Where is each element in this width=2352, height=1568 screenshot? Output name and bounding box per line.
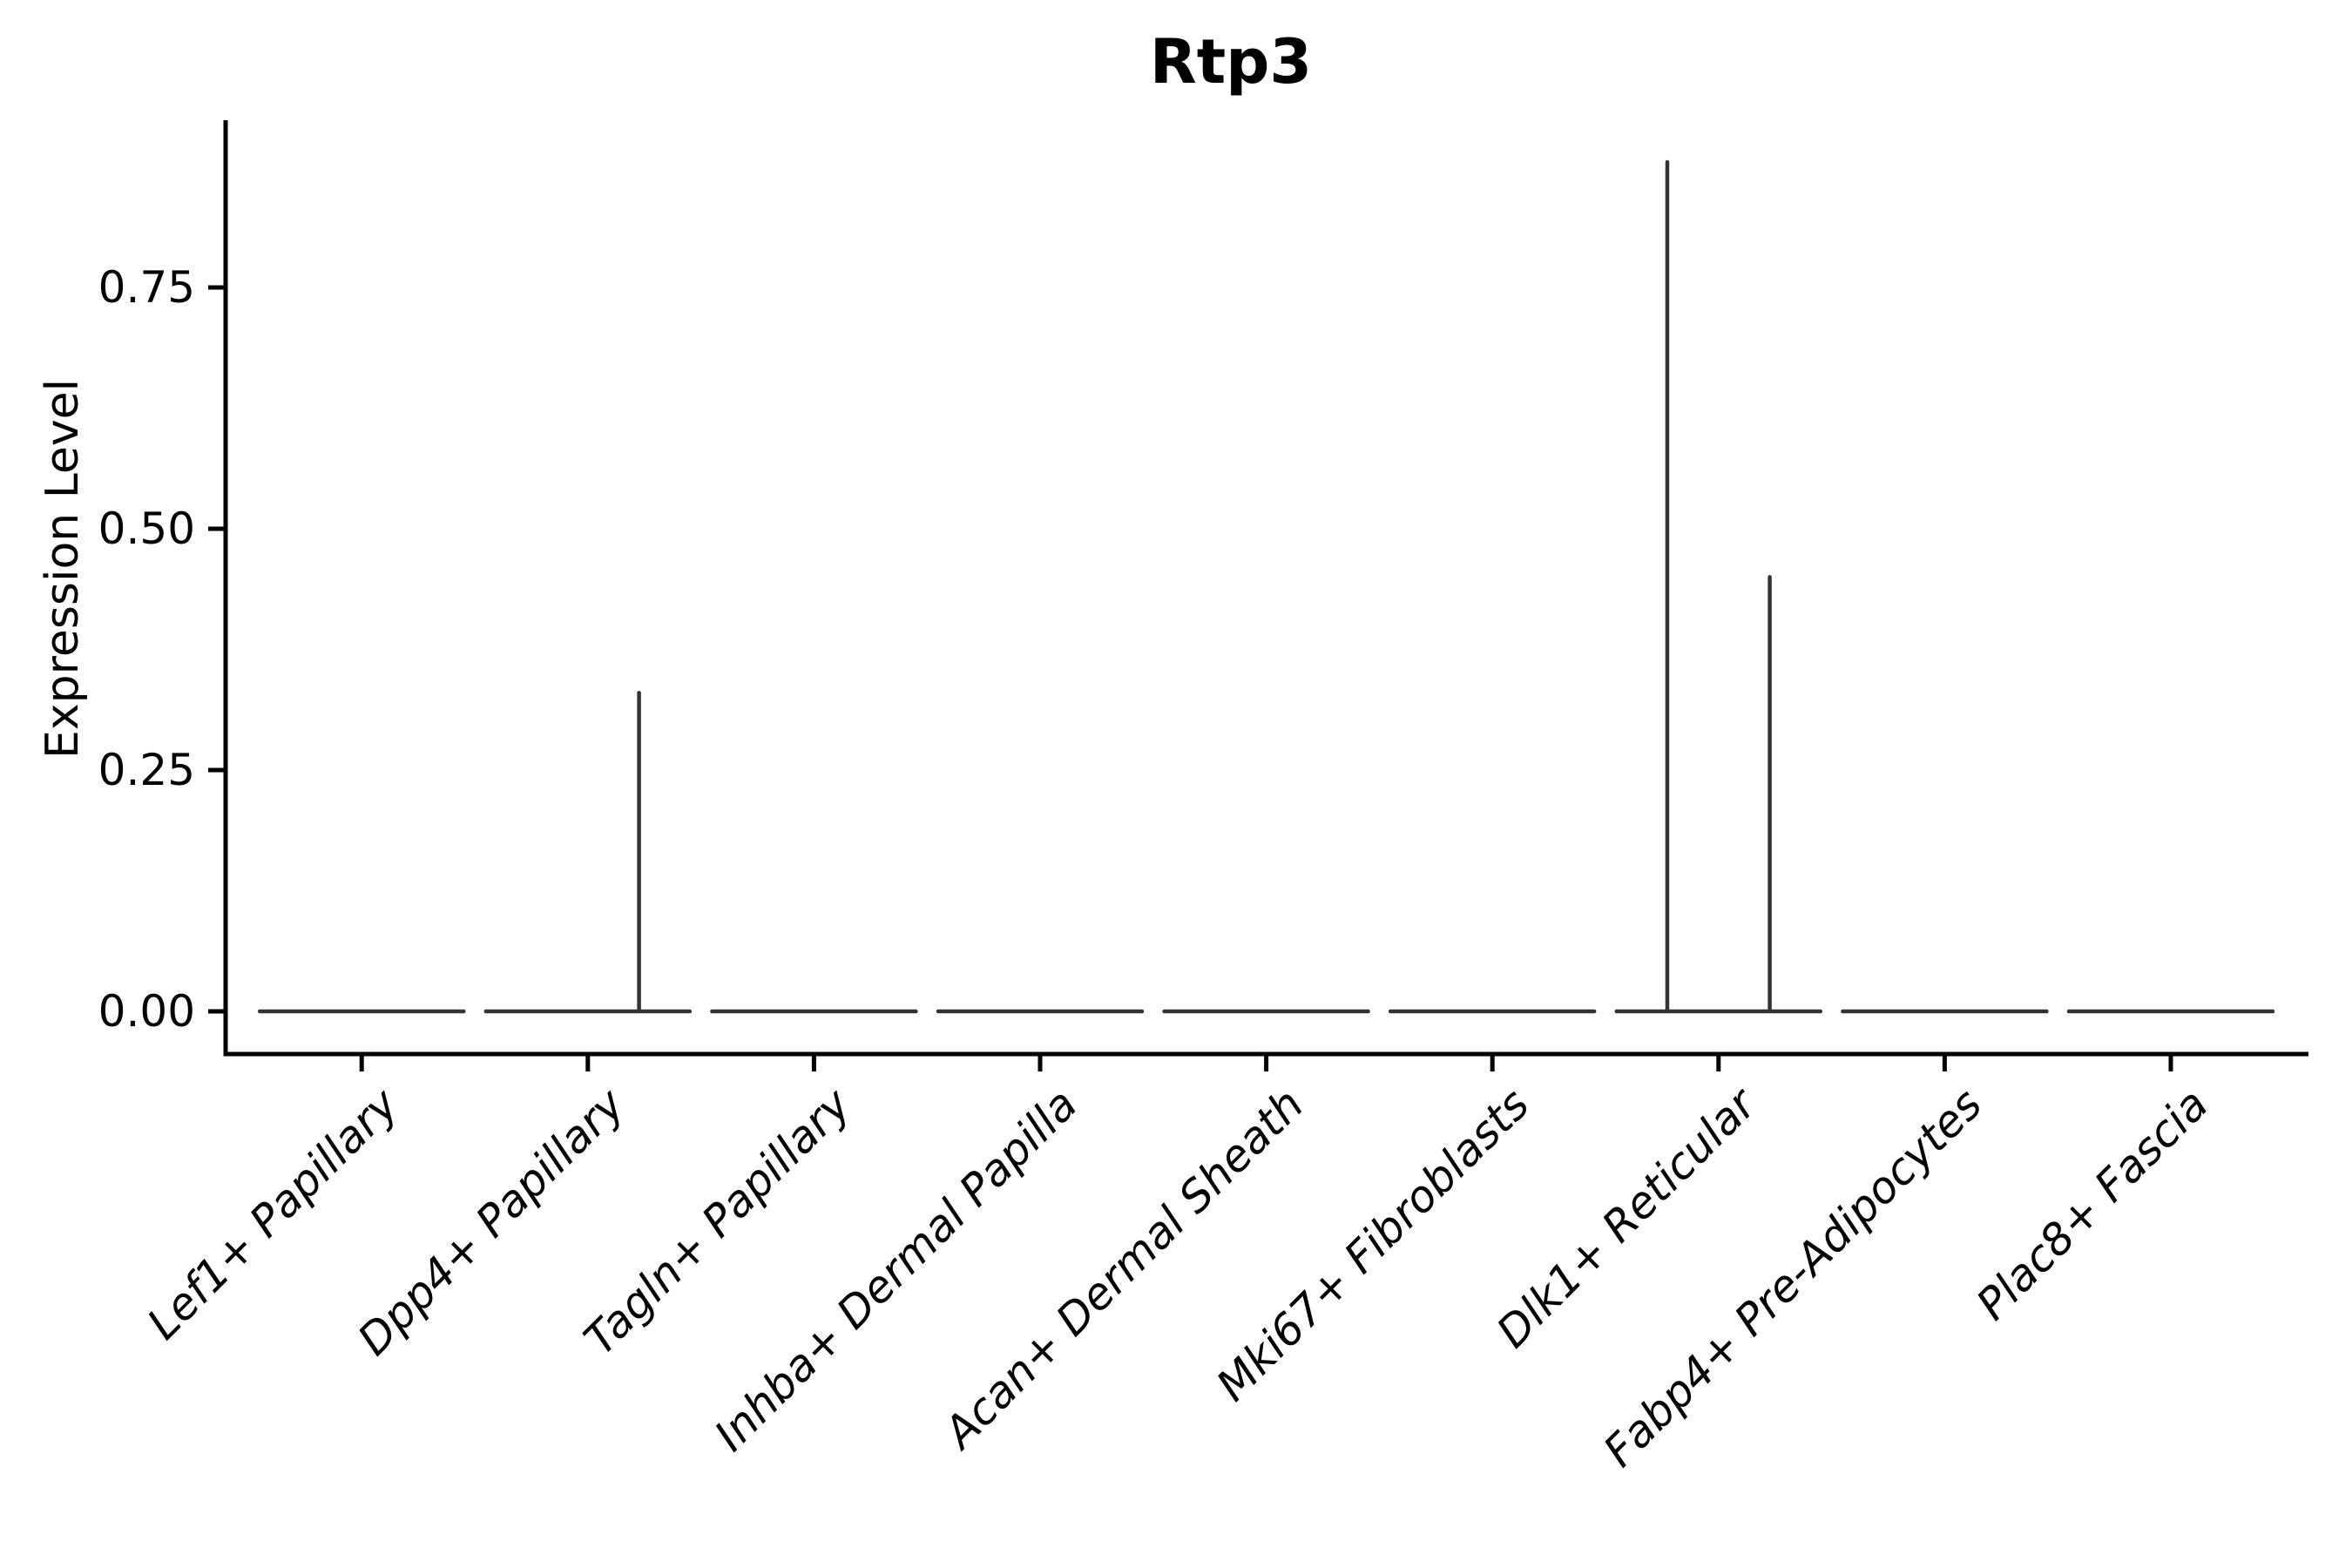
y-tick-label: 0.25 (98, 745, 195, 795)
plot-title: Rtp3 (1149, 26, 1313, 98)
y-tick-label: 0.75 (98, 262, 195, 313)
y-tick-label: 0.50 (98, 504, 195, 554)
y-axis-title: Expression Level (37, 378, 89, 760)
y-tick-label: 0.00 (98, 986, 195, 1037)
